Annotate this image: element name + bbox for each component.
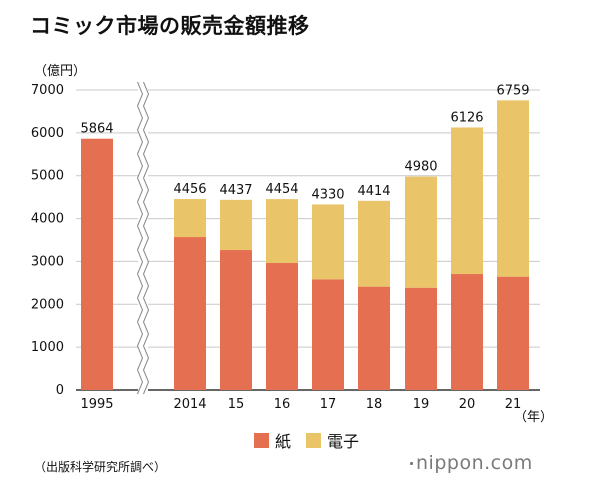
total-label: 6126 bbox=[450, 110, 483, 125]
total-label: 4456 bbox=[173, 182, 206, 197]
total-label: 4980 bbox=[404, 160, 437, 175]
y-axis-unit: （億円） bbox=[34, 64, 87, 79]
bar-paper bbox=[497, 276, 529, 390]
total-label: 4437 bbox=[219, 183, 252, 198]
x-axis-unit: （年） bbox=[514, 410, 554, 425]
bar-digital bbox=[405, 176, 437, 288]
y-tick-label: 1000 bbox=[31, 340, 64, 355]
bar-digital bbox=[266, 199, 298, 264]
legend-label-digital: 電子 bbox=[327, 432, 360, 451]
axis-break-gap bbox=[138, 82, 148, 396]
chart-title: コミック市場の販売金額推移 bbox=[30, 14, 310, 38]
bar-digital bbox=[497, 100, 529, 277]
legend-swatch-digital bbox=[306, 432, 321, 448]
x-tick-label: 15 bbox=[228, 397, 245, 412]
bar-paper bbox=[451, 274, 483, 390]
axis-break-line bbox=[136, 81, 144, 395]
y-tick-label: 0 bbox=[56, 383, 64, 398]
y-tick-label: 3000 bbox=[31, 254, 64, 269]
legend-swatch-paper bbox=[254, 432, 269, 448]
nippon-logo: nippon.com bbox=[410, 452, 533, 474]
total-label: 4454 bbox=[265, 182, 298, 197]
x-tick-label: 17 bbox=[320, 397, 337, 412]
bar-paper bbox=[312, 279, 344, 390]
total-label: 6759 bbox=[496, 83, 529, 98]
x-tick-label: 20 bbox=[459, 397, 476, 412]
logo-text: nippon.com bbox=[416, 452, 533, 474]
logo-mark-icon bbox=[410, 462, 413, 465]
chart-plot: 0 1000 2000 3000 4000 5000 6000 7000 5864 1995 445… bbox=[31, 81, 540, 412]
x-tick-label: 16 bbox=[274, 397, 291, 412]
bar-paper bbox=[358, 286, 390, 390]
y-tick-label: 5000 bbox=[31, 169, 64, 184]
x-tick-label: 18 bbox=[366, 397, 383, 412]
bar-digital bbox=[358, 200, 390, 287]
total-label: 4414 bbox=[357, 184, 390, 199]
bar-paper bbox=[405, 287, 437, 390]
legend-item-paper: 紙 bbox=[254, 428, 291, 452]
total-label: 5864 bbox=[80, 122, 113, 137]
axis-break-line bbox=[142, 81, 150, 395]
x-tick-label: 19 bbox=[413, 397, 430, 412]
bar-digital bbox=[312, 204, 344, 280]
bar-paper bbox=[266, 263, 298, 390]
source-note: （出版科学研究所調べ） bbox=[34, 460, 167, 474]
legend-item-digital: 電子 bbox=[306, 428, 359, 452]
y-tick-label: 2000 bbox=[31, 297, 64, 312]
bar-paper bbox=[220, 250, 252, 390]
y-tick-label: 4000 bbox=[31, 212, 64, 227]
legend-label-paper: 紙 bbox=[275, 432, 292, 451]
bar-digital bbox=[220, 199, 252, 251]
x-tick-label: 21 bbox=[505, 397, 522, 412]
y-tick-label: 7000 bbox=[31, 83, 64, 98]
legend: 紙 電子 bbox=[0, 428, 596, 452]
y-tick-label: 6000 bbox=[31, 126, 64, 141]
x-tick-label: 2014 bbox=[173, 397, 206, 412]
x-tick-label: 1995 bbox=[80, 397, 113, 412]
bar-digital bbox=[451, 127, 483, 275]
bar-paper bbox=[174, 237, 206, 390]
bar-digital bbox=[174, 199, 206, 238]
total-label: 4330 bbox=[311, 187, 344, 202]
bar-paper bbox=[81, 138, 113, 390]
